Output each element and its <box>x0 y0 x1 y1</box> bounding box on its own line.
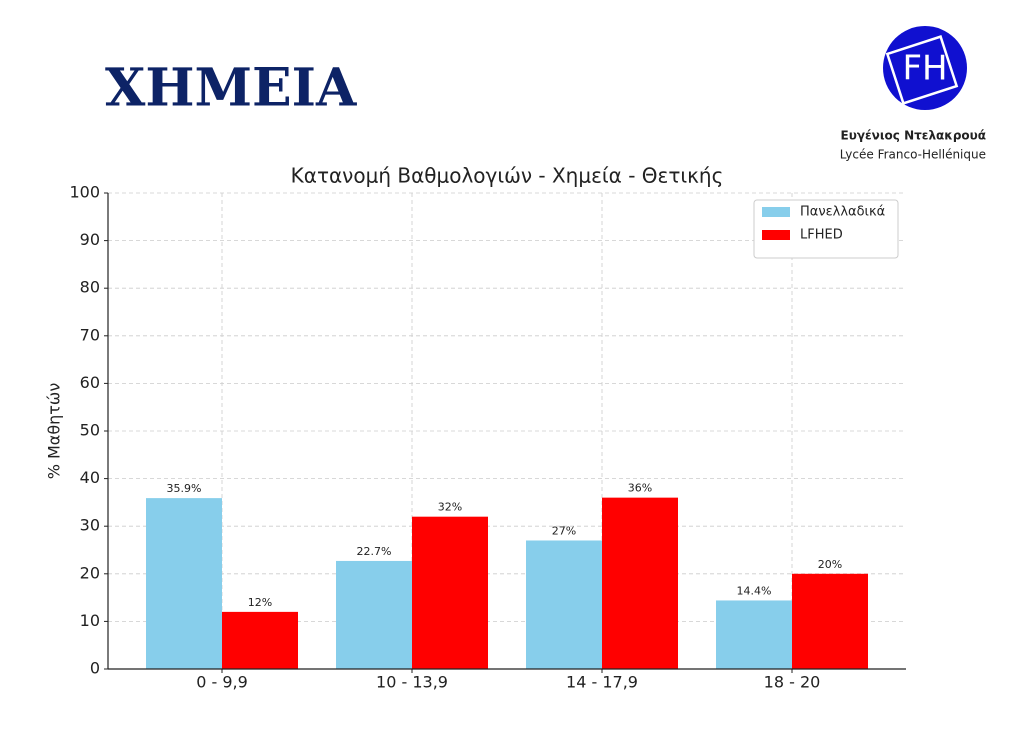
value-label: 22.7% <box>357 545 392 558</box>
y-tick-label: 70 <box>80 325 100 344</box>
legend-swatch <box>762 230 790 240</box>
chart-title: Κατανομή Βαθμολογιών - Χημεία - Θετικής <box>291 164 724 188</box>
y-tick-label: 20 <box>80 563 100 582</box>
y-tick-label: 60 <box>80 373 100 392</box>
legend: Πανελλαδικά LFHED <box>753 199 899 259</box>
value-label: 27% <box>552 524 576 537</box>
bar <box>336 560 412 669</box>
x-tick-label: 18 - 20 <box>764 673 821 692</box>
y-tick-label: 100 <box>69 183 100 202</box>
logo-school: Lycée Franco-Hellénique <box>840 148 986 162</box>
slide-title: ΧΗΜΕΙΑ <box>105 58 357 119</box>
value-label: 35.9% <box>167 482 202 495</box>
value-label: 36% <box>628 482 652 495</box>
y-tick-label: 10 <box>80 611 100 630</box>
y-tick-label: 30 <box>80 516 100 535</box>
value-label: 20% <box>818 558 842 571</box>
y-axis-label: % Μαθητών <box>45 383 64 480</box>
bar <box>146 498 222 669</box>
value-label: 32% <box>438 501 462 514</box>
y-tick-label: 50 <box>80 421 100 440</box>
y-tick-label: 90 <box>80 230 100 249</box>
bar <box>716 600 792 669</box>
x-tick-label: 14 - 17,9 <box>566 673 638 692</box>
value-label: 12% <box>248 596 272 609</box>
bar <box>222 611 298 669</box>
logo-name: Ευγένιος Ντελακρουά <box>841 129 986 143</box>
x-tick-label: 10 - 13,9 <box>376 673 448 692</box>
legend-label: LFHED <box>800 228 843 243</box>
y-tick-label: 40 <box>80 468 100 487</box>
bar <box>412 516 488 669</box>
bar <box>602 497 678 669</box>
x-tick-label: 0 - 9,9 <box>196 673 248 692</box>
logo: FH Ευγένιος Ντελακρουά Lycée Franco-Hell… <box>840 26 986 162</box>
bar <box>526 540 602 669</box>
logo-frame <box>885 35 959 105</box>
value-label: 14.4% <box>737 584 772 597</box>
legend-swatch <box>762 207 790 217</box>
bar <box>792 573 868 669</box>
y-tick-label: 80 <box>80 278 100 297</box>
legend-label: Πανελλαδικά <box>800 205 885 220</box>
y-tick-label: 0 <box>90 659 100 678</box>
logo-mark: FH <box>902 49 947 89</box>
